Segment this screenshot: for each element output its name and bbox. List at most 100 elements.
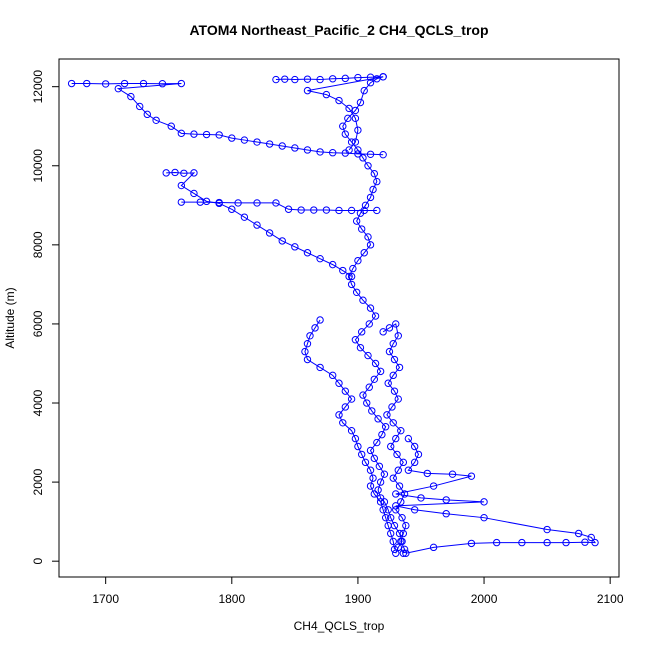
data-point bbox=[366, 482, 375, 490]
data-point bbox=[303, 146, 312, 154]
data-point bbox=[143, 110, 151, 119]
y-tick-label: 6000 bbox=[31, 310, 45, 337]
data-point bbox=[322, 206, 331, 214]
data-point bbox=[303, 249, 312, 257]
data-point bbox=[467, 472, 476, 480]
data-point bbox=[410, 458, 419, 467]
data-point bbox=[442, 496, 450, 504]
series-line bbox=[166, 171, 352, 277]
series-line bbox=[275, 76, 384, 151]
data-point bbox=[387, 529, 395, 538]
y-tick-label: 4000 bbox=[31, 389, 45, 416]
data-point bbox=[373, 206, 381, 215]
data-point bbox=[291, 144, 299, 152]
data-point bbox=[379, 328, 387, 336]
data-point bbox=[379, 506, 387, 514]
data-point bbox=[385, 347, 394, 356]
data-point bbox=[347, 426, 356, 435]
data-point bbox=[339, 419, 347, 427]
x-axis-label: CH4_QCLS_trop bbox=[294, 619, 385, 633]
data-point bbox=[387, 442, 395, 451]
series-track bbox=[177, 198, 381, 215]
data-point bbox=[180, 169, 188, 177]
x-tick-label: 1900 bbox=[345, 592, 372, 606]
data-point bbox=[272, 199, 280, 207]
data-point bbox=[374, 415, 382, 423]
data-point bbox=[253, 199, 261, 207]
data-point bbox=[395, 482, 404, 490]
data-point bbox=[366, 150, 375, 158]
data-point bbox=[376, 498, 385, 506]
data-point bbox=[358, 328, 366, 336]
series-track bbox=[67, 79, 387, 159]
data-point bbox=[278, 142, 286, 150]
data-point bbox=[368, 407, 376, 415]
data-point bbox=[341, 74, 350, 83]
y-tick-label: 10000 bbox=[31, 149, 45, 183]
data-point bbox=[366, 304, 375, 312]
data-point bbox=[354, 146, 362, 154]
data-point bbox=[398, 513, 406, 522]
data-point bbox=[361, 458, 370, 467]
data-point bbox=[371, 312, 380, 320]
data-point bbox=[379, 150, 387, 159]
data-point bbox=[301, 347, 309, 356]
data-point bbox=[335, 96, 343, 105]
data-point bbox=[389, 340, 397, 348]
data-point bbox=[385, 324, 394, 332]
data-point bbox=[429, 482, 438, 490]
data-point bbox=[375, 462, 384, 470]
data-point bbox=[400, 490, 409, 498]
data-point bbox=[381, 423, 390, 431]
data-point bbox=[278, 237, 286, 245]
data-point bbox=[400, 545, 409, 554]
data-point bbox=[366, 466, 375, 474]
data-point bbox=[410, 506, 419, 514]
data-point bbox=[562, 538, 570, 547]
data-point bbox=[429, 543, 438, 552]
data-point bbox=[480, 498, 488, 506]
data-point bbox=[177, 79, 186, 88]
data-point bbox=[366, 446, 375, 455]
data-point bbox=[240, 136, 249, 144]
data-point bbox=[395, 529, 404, 538]
data-point bbox=[467, 539, 476, 548]
chart-title: ATOM4 Northeast_Pacific_2 CH4_QCLS_trop bbox=[189, 22, 488, 38]
data-point bbox=[136, 102, 144, 111]
data-point bbox=[442, 510, 450, 518]
data-point bbox=[190, 130, 198, 138]
data-point bbox=[281, 75, 289, 83]
data-point bbox=[311, 324, 319, 332]
data-point bbox=[190, 169, 198, 177]
data-point bbox=[399, 458, 408, 467]
data-point bbox=[359, 391, 367, 399]
data-point bbox=[352, 217, 361, 225]
data-point bbox=[543, 538, 551, 547]
data-point bbox=[366, 193, 375, 202]
data-point bbox=[345, 104, 353, 113]
data-point bbox=[345, 272, 353, 281]
series-line bbox=[395, 438, 597, 554]
data-point bbox=[365, 383, 373, 391]
data-point bbox=[306, 332, 314, 340]
data-point bbox=[190, 189, 198, 198]
data-point bbox=[253, 138, 261, 146]
data-point bbox=[359, 154, 367, 162]
data-point bbox=[387, 513, 395, 522]
data-point bbox=[389, 474, 397, 482]
x-tick-label: 2000 bbox=[471, 592, 498, 606]
data-point bbox=[167, 122, 175, 130]
data-point bbox=[374, 486, 382, 494]
data-point bbox=[341, 130, 350, 138]
data-point bbox=[384, 379, 392, 387]
data-point bbox=[339, 122, 347, 130]
data-point bbox=[228, 205, 236, 213]
data-point bbox=[378, 430, 386, 439]
series-track bbox=[392, 434, 599, 557]
data-point bbox=[352, 288, 361, 296]
data-point bbox=[354, 150, 362, 158]
data-point bbox=[127, 92, 135, 101]
data-point bbox=[358, 450, 366, 459]
data-point bbox=[366, 241, 375, 249]
